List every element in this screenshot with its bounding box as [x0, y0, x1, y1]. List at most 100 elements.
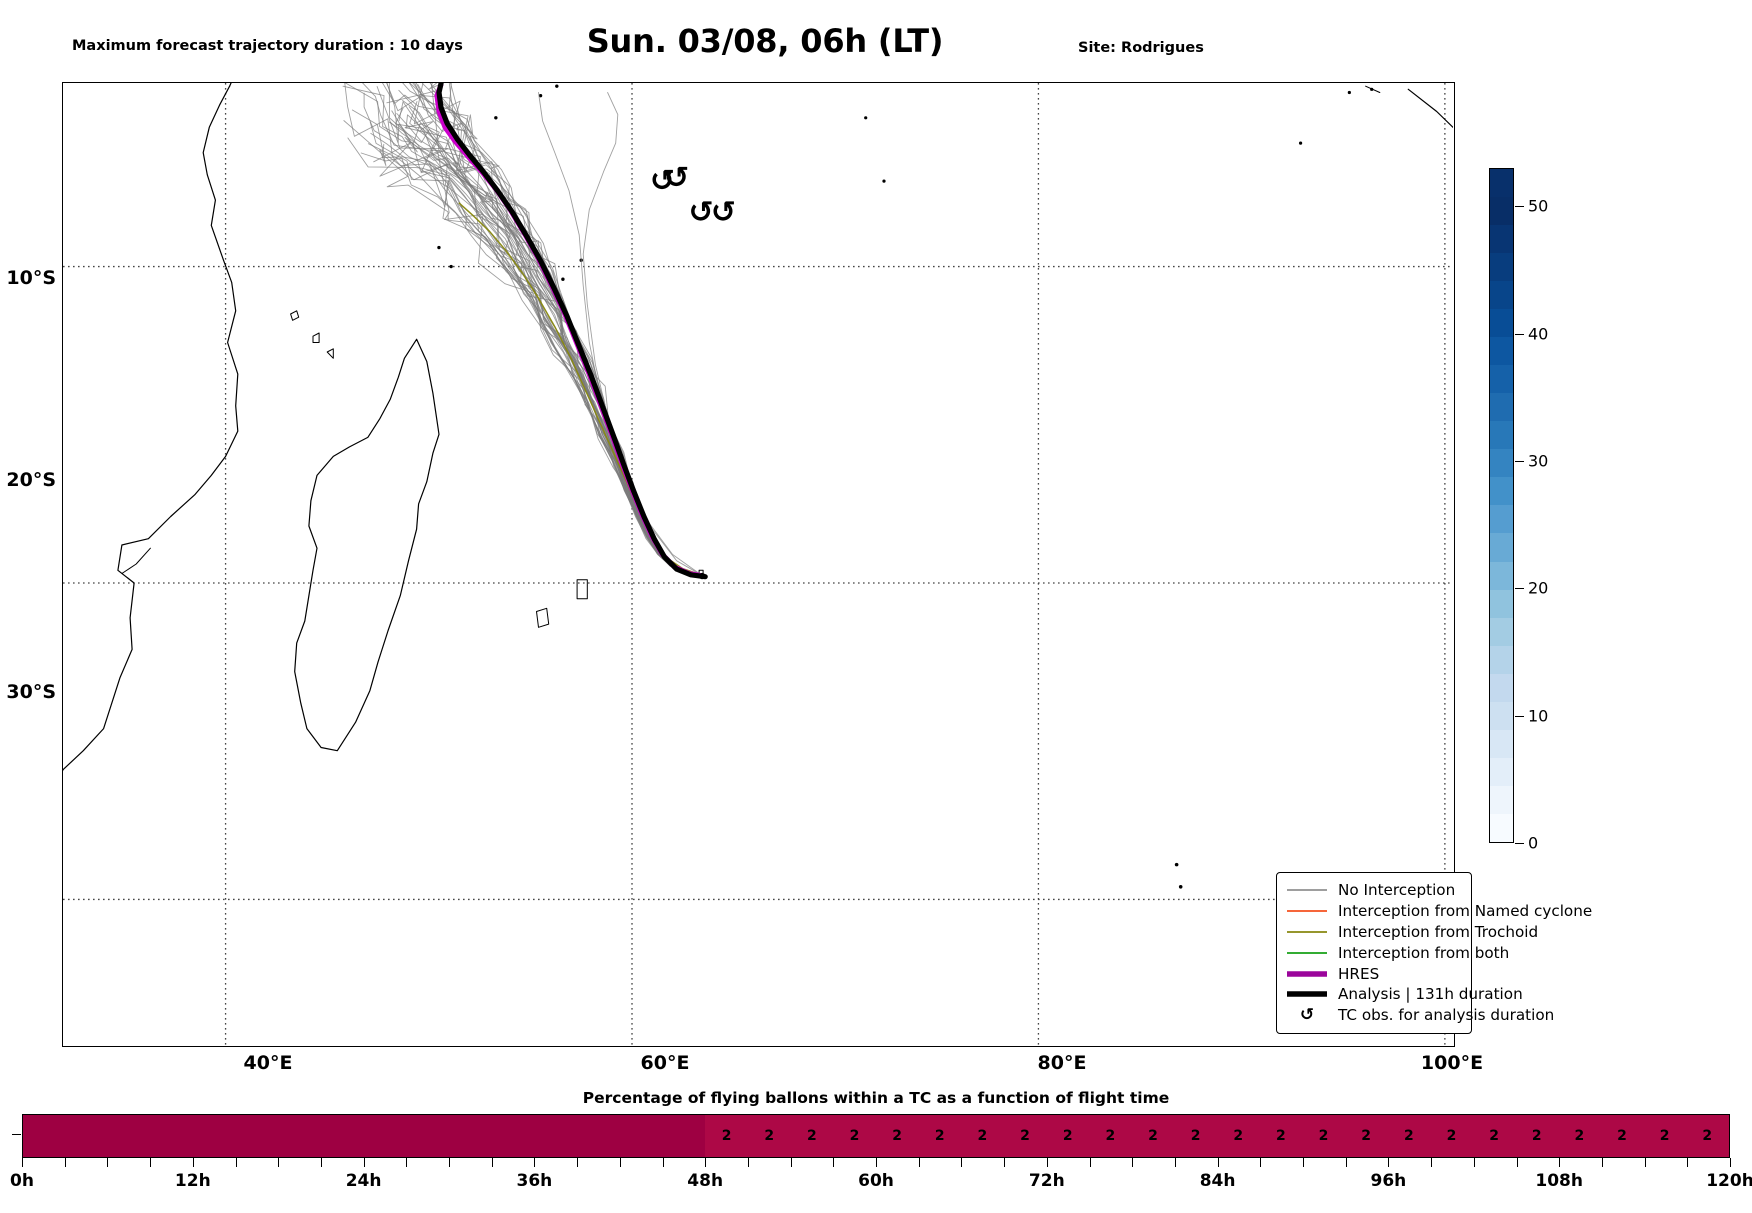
percent-bar-tick: [705, 1158, 707, 1167]
percent-bar-cell-6[interactable]: [278, 1115, 322, 1157]
percent-bar-cell-7[interactable]: [321, 1115, 365, 1157]
percent-bar-cell-5[interactable]: [236, 1115, 279, 1157]
legend-item-6[interactable]: ↺ TC obs. for analysis duration: [1286, 1005, 1554, 1026]
percent-bar-cell-3[interactable]: [150, 1115, 194, 1157]
eps-member-no-interception-1: [360, 152, 702, 576]
eps-member-no-interception-42: [342, 85, 702, 576]
percent-bar-cell-14[interactable]: [619, 1115, 663, 1157]
legend-item-1[interactable]: Interception from Named cyclone: [1286, 901, 1592, 922]
percent-bar-cell-28[interactable]: 2: [1216, 1115, 1260, 1157]
colorbar-cell-6: [1490, 645, 1513, 674]
colorbar-tick-2: [1515, 588, 1524, 590]
percent-bar-cell-13[interactable]: [577, 1115, 620, 1157]
page-title: Sun. 03/08, 06h (LT): [586, 22, 944, 60]
percent-bar-cell-16[interactable]: 2: [705, 1115, 748, 1157]
colorbar-tick-3: [1515, 460, 1524, 462]
percent-bar-cell-37[interactable]: 2: [1600, 1115, 1644, 1157]
percent-bar-cell-17[interactable]: 2: [747, 1115, 791, 1157]
forecast-map[interactable]: ↺ ↺ ↺ ↺: [62, 82, 1455, 1047]
island-dot-e-2: [1298, 141, 1303, 145]
percent-bar-tick: [662, 1158, 664, 1167]
island-comoros-2: [326, 348, 334, 359]
tc-observation-marker-2: ↺: [689, 195, 714, 230]
percent-bar-cell-19[interactable]: 2: [833, 1115, 876, 1157]
colorbar-tick-label-0: 0: [1528, 833, 1539, 853]
release-point-marker: [698, 572, 706, 580]
legend-item-3[interactable]: Interception from both: [1286, 942, 1509, 963]
percent-bar-cell-31[interactable]: 2: [1344, 1115, 1388, 1157]
percent-bar-label-96h: 96h: [1370, 1171, 1407, 1191]
eps-member-no-interception-3: [409, 83, 702, 576]
site-line: Site: Rodrigues: [1078, 40, 1204, 57]
percent-bar-cell-20[interactable]: 2: [875, 1115, 919, 1157]
eps-member-no-interception-6: [351, 109, 702, 576]
percent-bar-cell-30[interactable]: 2: [1302, 1115, 1345, 1157]
colorbar-tick-0: [1515, 843, 1524, 844]
percent-bar-cell-1[interactable]: [65, 1115, 109, 1157]
percent-bar-left-tick: [12, 1134, 21, 1135]
percent-bar-tick: [150, 1158, 152, 1167]
y-tick-label-20S: 20°S: [6, 469, 56, 491]
map-legend[interactable]: No Interception Interception from Named c…: [1276, 872, 1592, 1034]
percent-bar-cell-33[interactable]: 2: [1430, 1115, 1473, 1157]
island-dot-4: [437, 245, 441, 250]
percent-bar-tick: [1004, 1158, 1006, 1167]
percent-bar-label-72h: 72h: [1028, 1171, 1065, 1191]
percent-bar-tick: [449, 1158, 450, 1167]
eps-member-no-interception-13: [343, 120, 702, 576]
colorbar-cell-21: [1490, 224, 1513, 254]
legend-label-1: Interception from Named cyclone: [1338, 902, 1593, 921]
percent-bar-cell-32[interactable]: 2: [1387, 1115, 1431, 1157]
percent-bar-cell-4[interactable]: [193, 1115, 237, 1157]
thin-line-icon: [1286, 907, 1328, 915]
percent-bar-cell-8[interactable]: [364, 1115, 407, 1157]
percent-bar-cell-24[interactable]: 2: [1046, 1115, 1090, 1157]
x-tick-label-100E: 100°E: [1420, 1052, 1484, 1074]
percent-bar-cell-11[interactable]: [492, 1115, 535, 1157]
legend-label-6: TC obs. for analysis duration: [1338, 1006, 1555, 1025]
coastline-horn-africa: [229, 83, 232, 87]
percent-bar-cell-12[interactable]: [534, 1115, 578, 1157]
percent-bar-cell-23[interactable]: 2: [1003, 1115, 1047, 1157]
percent-bar-tick: [1345, 1158, 1347, 1167]
percent-bar-cell-21[interactable]: 2: [918, 1115, 962, 1157]
x-tick-label-60E: 60°E: [640, 1052, 690, 1074]
legend-item-2[interactable]: Interception from Trochoid: [1286, 922, 1538, 943]
percent-bar-tick: [235, 1158, 237, 1167]
percent-bar-cell-27[interactable]: 2: [1174, 1115, 1217, 1157]
percent-bar-tick: [619, 1158, 621, 1167]
percent-bar-label-120h: 120h: [1706, 1171, 1752, 1191]
eps-member-no-interception-19: [373, 142, 702, 576]
legend-item-5[interactable]: Analysis | 131h duration: [1286, 984, 1523, 1005]
percent-bar-label-12h: 12h: [174, 1171, 211, 1191]
colorbar-cell-8: [1490, 589, 1513, 618]
percent-bar-cell-35[interactable]: 2: [1515, 1115, 1559, 1157]
percent-bar-tick: [577, 1158, 579, 1167]
percent-bar-cell-25[interactable]: 2: [1089, 1115, 1132, 1157]
colorbar-cell-19: [1490, 281, 1513, 310]
tc-observation-marker-0: ↺: [650, 164, 675, 199]
percent-bar-cell-36[interactable]: 2: [1558, 1115, 1601, 1157]
percent-bar-cell-22[interactable]: 2: [961, 1115, 1004, 1157]
percent-bar-cell-38[interactable]: 2: [1643, 1115, 1686, 1157]
percent-bar-cell-34[interactable]: 2: [1472, 1115, 1516, 1157]
legend-item-0[interactable]: No Interception: [1286, 880, 1462, 901]
percent-bar-cell-0[interactable]: [23, 1115, 66, 1157]
percent-bar-cell-9[interactable]: [406, 1115, 450, 1157]
percent-bar-cell-26[interactable]: 2: [1131, 1115, 1175, 1157]
percent-bar-cell-2[interactable]: [108, 1115, 151, 1157]
legend-item-4[interactable]: HRES: [1286, 963, 1462, 984]
percent-bar-cell-15[interactable]: [662, 1115, 706, 1157]
percent-bar-cell-10[interactable]: [449, 1115, 493, 1157]
percent-bar-tick: [918, 1158, 920, 1167]
percent-bar-label-108h: 108h: [1535, 1171, 1583, 1191]
island-dot-1: [555, 84, 559, 88]
eps-member-no-interception-2: [417, 84, 702, 576]
percent-bar-cell-39[interactable]: 2: [1685, 1115, 1729, 1157]
percent-bar-tick: [1473, 1158, 1475, 1167]
percent-bar-cell-29[interactable]: 2: [1259, 1115, 1303, 1157]
percent-bar-cell-18[interactable]: 2: [790, 1115, 834, 1157]
colorbar-cell-23: [1490, 169, 1513, 197]
colorbar-gradient: [1489, 168, 1514, 843]
